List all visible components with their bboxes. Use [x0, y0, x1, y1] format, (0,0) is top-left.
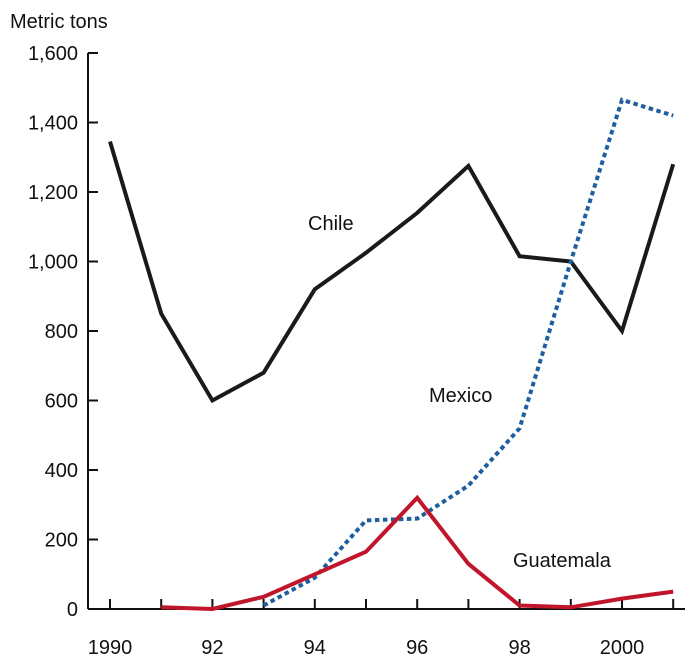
series-line-chile	[108, 141, 676, 404]
series-line-mexico	[262, 97, 674, 608]
y-tick-label: 800	[45, 321, 78, 343]
y-tick-label: 1,000	[28, 252, 78, 274]
series-label-guatemala: Guatemala	[513, 550, 612, 572]
y-tick-label: 600	[45, 391, 78, 413]
y-axis-unit-label: Metric tons	[10, 11, 108, 33]
series-labels: Chile Mexico Guatemala	[308, 213, 612, 572]
series-lines	[108, 97, 676, 612]
series-label-chile: Chile	[308, 213, 354, 235]
x-tick-label: 94	[304, 637, 326, 659]
y-tick-label: 0	[67, 599, 78, 621]
x-tick-label: 98	[508, 637, 530, 659]
y-tick-label: 200	[45, 530, 78, 552]
y-tick-label: 1,200	[28, 182, 78, 204]
series-line-guatemala	[161, 494, 674, 612]
y-tick-label: 400	[45, 460, 78, 482]
x-tick-label: 92	[201, 637, 223, 659]
x-tick-label: 96	[406, 637, 428, 659]
x-tick-label: 1990	[88, 637, 133, 659]
y-tick-label: 1,600	[28, 43, 78, 65]
series-label-mexico: Mexico	[429, 385, 492, 407]
x-tick-label: 2000	[600, 637, 645, 659]
y-axis: 0 200 400 600 800 1,000 1,200 1,400 1,600	[28, 43, 98, 621]
y-tick-label: 1,400	[28, 113, 78, 135]
